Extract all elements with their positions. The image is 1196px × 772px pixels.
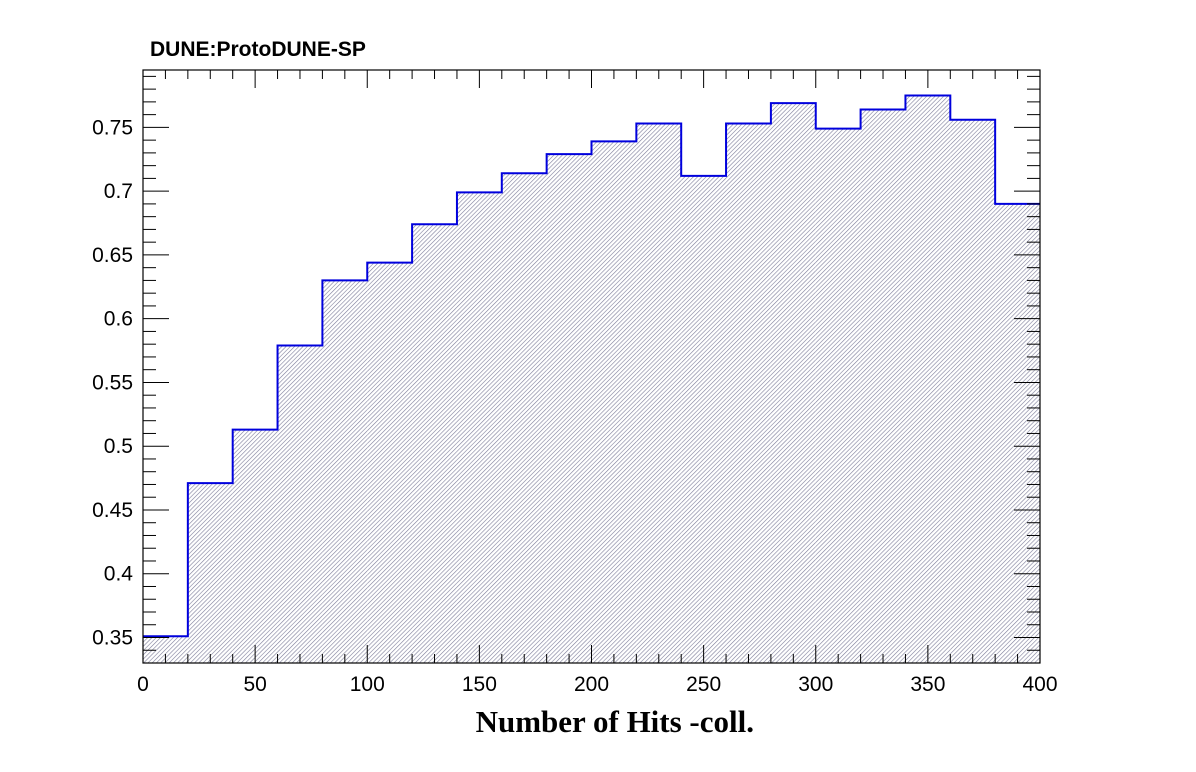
- y-tick-label: 0.55: [92, 371, 133, 394]
- histogram-bar: [232, 429, 278, 663]
- histogram-bar: [591, 141, 637, 664]
- histogram-bar: [681, 175, 727, 664]
- x-tick-label: 250: [686, 673, 721, 696]
- x-axis-label: Number of Hits -coll.: [476, 704, 754, 739]
- y-tick-labels: 0.35 0.4 0.45 0.5 0.55 0.6 0.65 0.7 0.75: [92, 116, 133, 649]
- x-tick-label: 300: [798, 673, 833, 696]
- histogram-bar: [187, 483, 233, 663]
- x-tick-label: 100: [350, 673, 385, 696]
- y-tick-label: 0.35: [92, 626, 133, 649]
- y-tick-label: 0.5: [104, 435, 133, 458]
- x-tick-label: 350: [910, 673, 945, 696]
- histogram-bar: [636, 123, 682, 664]
- y-tick-label: 0.4: [104, 563, 134, 586]
- histogram-bar: [277, 345, 323, 663]
- histogram-bar: [860, 109, 906, 664]
- y-tick-label: 0.65: [92, 244, 133, 267]
- y-tick-label: 0.7: [104, 180, 133, 203]
- y-tick-label: 0.6: [104, 308, 133, 331]
- x-tick-label: 200: [574, 673, 609, 696]
- x-tick-label: 400: [1022, 673, 1057, 696]
- histogram-bars: [143, 95, 1040, 664]
- histogram-bar: [726, 123, 771, 664]
- x-tick-label: 50: [243, 673, 266, 696]
- x-tick-label: 0: [137, 673, 149, 696]
- x-tick-labels: 0 50 100 150 200 250 300 350 400: [137, 673, 1057, 696]
- axis-ticks: [142, 70, 1041, 664]
- x-tick-label: 150: [462, 673, 497, 696]
- histogram-bar: [815, 128, 861, 664]
- y-tick-label: 0.45: [92, 499, 133, 522]
- histogram-bar: [456, 192, 502, 663]
- histogram-outline: [143, 94, 1040, 638]
- histogram-bar: [546, 154, 592, 664]
- histogram-bar: [367, 262, 413, 663]
- histogram-bar: [412, 224, 457, 663]
- histogram-bar: [950, 119, 996, 664]
- y-tick-label: 0.75: [92, 116, 133, 139]
- histogram-bar: [501, 173, 547, 664]
- histogram-bar: [905, 95, 951, 664]
- histogram-bar: [322, 280, 368, 663]
- chart-title: DUNE:ProtoDUNE-SP: [150, 38, 366, 61]
- histogram-bar: [770, 103, 816, 664]
